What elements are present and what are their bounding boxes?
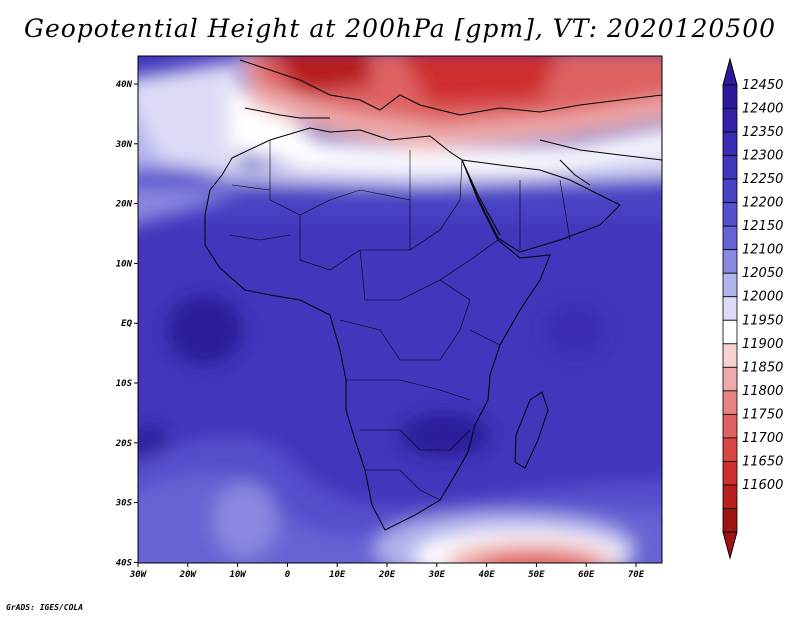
lon-tick-label: 10W <box>229 570 247 580</box>
colorbar-level-label: 12350 <box>742 125 783 140</box>
lat-tick-label: 40S <box>116 558 133 568</box>
latitude-ticks: 40N 30N 20N 10N EQ 10S 20S 30S 40S <box>115 80 138 568</box>
lat-tick-label: 30S <box>115 499 133 509</box>
colorbar-swatch <box>722 178 738 204</box>
colorbar-swatch <box>722 437 738 462</box>
colorbar-level-label: 11800 <box>742 384 783 399</box>
lon-tick-label: 20E <box>378 570 396 580</box>
lat-tick-label: 10S <box>116 379 133 389</box>
colorbar-swatch <box>722 272 738 298</box>
lon-tick-label: 60E <box>578 570 595 580</box>
colorbar-swatch <box>722 390 738 415</box>
colorbar-swatch <box>722 461 738 486</box>
lon-tick-label: 70E <box>628 570 645 580</box>
lon-tick-label: 50E <box>528 570 545 580</box>
colorbar-swatch <box>722 108 738 133</box>
colorbar: 12450 12400 12350 12300 12250 12200 12150 12100… <box>722 57 783 560</box>
colorbar-level-label: 12200 <box>742 196 783 211</box>
chart-title: Geopotential Height at 200hPa [gpm], VT:… <box>23 14 777 43</box>
colorbar-level-label: 12050 <box>742 266 783 281</box>
colorbar-swatch <box>722 366 738 392</box>
colorbar-level-label: 12000 <box>742 290 783 305</box>
colorbar-level-label: 11700 <box>742 431 783 446</box>
map-frame <box>137 55 663 564</box>
country-borders <box>229 140 571 501</box>
grads-credit: GrADS: IGES/COLA <box>6 603 84 612</box>
colorbar-level-label: 12150 <box>742 219 783 234</box>
colorbar-level-label: 11650 <box>742 454 783 469</box>
coastlines <box>204 59 662 531</box>
colorbar-swatch <box>722 343 738 368</box>
lat-tick-label: 40N <box>116 80 133 90</box>
lat-tick-label: 30N <box>115 140 133 150</box>
lon-tick-label: 10E <box>329 570 346 580</box>
colorbar-swatch <box>722 155 738 180</box>
colorbar-level-label: 11900 <box>742 337 783 352</box>
colorbar-swatch <box>722 249 738 274</box>
colorbar-level-label: 12400 <box>742 102 783 117</box>
lon-tick-label: 30W <box>129 570 148 580</box>
colorbar-swatch <box>722 508 738 533</box>
colorbar-swatch <box>722 225 738 251</box>
colorbar-swatch <box>722 131 738 156</box>
colorbar-level-label: 11600 <box>742 478 783 493</box>
colorbar-swatch <box>722 296 738 321</box>
lat-tick-label: EQ <box>121 319 132 329</box>
colorbar-swatch <box>722 484 738 509</box>
colorbar-top-arrow <box>722 57 738 86</box>
colorbar-level-label: 12450 <box>742 78 783 93</box>
colorbar-level-label: 11850 <box>742 360 783 375</box>
longitude-ticks: 30W 20W 10W 0 10E 20E 30E 40E 50E 60E 70E <box>129 563 645 580</box>
colorbar-level-label: 12250 <box>742 172 783 187</box>
lon-tick-label: 40E <box>478 570 495 580</box>
colorbar-swatch <box>722 202 738 227</box>
lat-tick-label: 20N <box>115 200 133 210</box>
lat-tick-label: 20S <box>115 439 133 449</box>
lon-tick-label: 20W <box>179 570 198 580</box>
colorbar-level-label: 12100 <box>742 243 783 258</box>
height-field <box>138 56 662 563</box>
colorbar-level-label: 11750 <box>742 407 783 422</box>
colorbar-level-label: 12300 <box>742 149 783 164</box>
colorbar-level-label: 11950 <box>742 313 783 328</box>
colorbar-swatch <box>722 84 738 109</box>
colorbar-swatch <box>722 413 738 439</box>
lat-tick-label: 10N <box>116 259 133 269</box>
colorbar-swatch <box>722 319 738 345</box>
lon-tick-label: 30E <box>428 570 446 580</box>
lon-tick-label: 0 <box>285 570 291 580</box>
colorbar-bottom-arrow <box>722 531 738 560</box>
